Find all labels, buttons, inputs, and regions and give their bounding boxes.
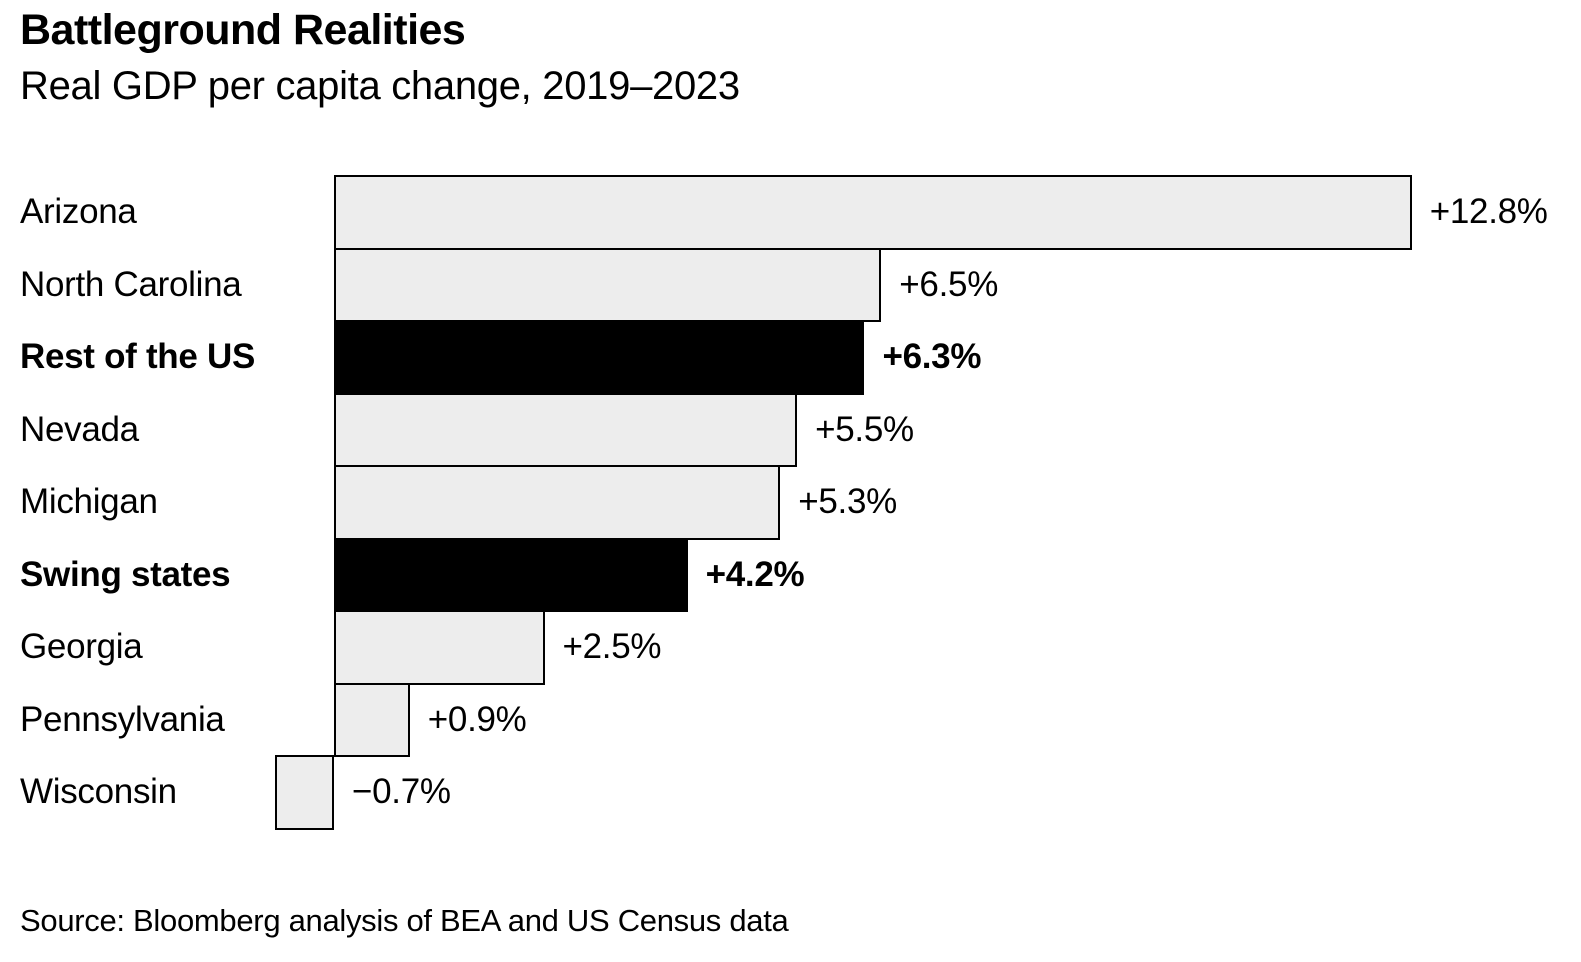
value-label: +12.8% bbox=[1429, 192, 1548, 232]
value-label: +2.5% bbox=[562, 627, 662, 667]
value-label: +4.2% bbox=[705, 554, 805, 594]
bar bbox=[334, 320, 865, 395]
chart-row: Nevada +5.5% bbox=[0, 392, 1581, 467]
bar-chart: Arizona +12.8% North Carolina +6.5% Rest of … bbox=[0, 175, 1581, 830]
category-label: Pennsylvania bbox=[20, 699, 225, 739]
category-label: Georgia bbox=[20, 627, 143, 667]
chart-row: North Carolina +6.5% bbox=[0, 247, 1581, 322]
chart-row: Pennsylvania +0.9% bbox=[0, 682, 1581, 757]
source-note: Source: Bloomberg analysis of BEA and US… bbox=[20, 903, 789, 938]
category-label: Michigan bbox=[20, 482, 158, 522]
category-label: Swing states bbox=[20, 554, 231, 594]
value-label: −0.7% bbox=[352, 772, 451, 812]
bar bbox=[334, 175, 1412, 250]
value-label: +5.3% bbox=[798, 482, 897, 522]
value-label: +5.5% bbox=[815, 409, 914, 449]
category-label: Arizona bbox=[20, 192, 137, 232]
category-label: Wisconsin bbox=[20, 772, 177, 812]
category-label: Nevada bbox=[20, 409, 139, 449]
chart-title: Battleground Realities bbox=[20, 6, 466, 54]
value-label: +6.3% bbox=[882, 337, 982, 377]
bar bbox=[334, 537, 688, 612]
bar bbox=[334, 392, 798, 467]
chart-row: Rest of the US +6.3% bbox=[0, 320, 1581, 395]
bar bbox=[334, 247, 882, 322]
chart-row: Michigan +5.3% bbox=[0, 465, 1581, 540]
chart-row: Georgia +2.5% bbox=[0, 610, 1581, 685]
value-label: +6.5% bbox=[899, 264, 999, 304]
bar bbox=[334, 682, 410, 757]
chart-row: Arizona +12.8% bbox=[0, 175, 1581, 250]
chart-row: Swing states +4.2% bbox=[0, 537, 1581, 612]
value-label: +0.9% bbox=[427, 699, 527, 739]
bar bbox=[275, 755, 334, 830]
bar bbox=[334, 465, 781, 540]
bar bbox=[334, 610, 545, 685]
chart-row: Wisconsin −0.7% bbox=[0, 755, 1581, 830]
category-label: Rest of the US bbox=[20, 337, 255, 377]
category-label: North Carolina bbox=[20, 264, 242, 304]
chart-header: Battleground Realities Real GDP per capi… bbox=[20, 6, 740, 109]
chart-subtitle: Real GDP per capita change, 2019–2023 bbox=[20, 64, 740, 109]
